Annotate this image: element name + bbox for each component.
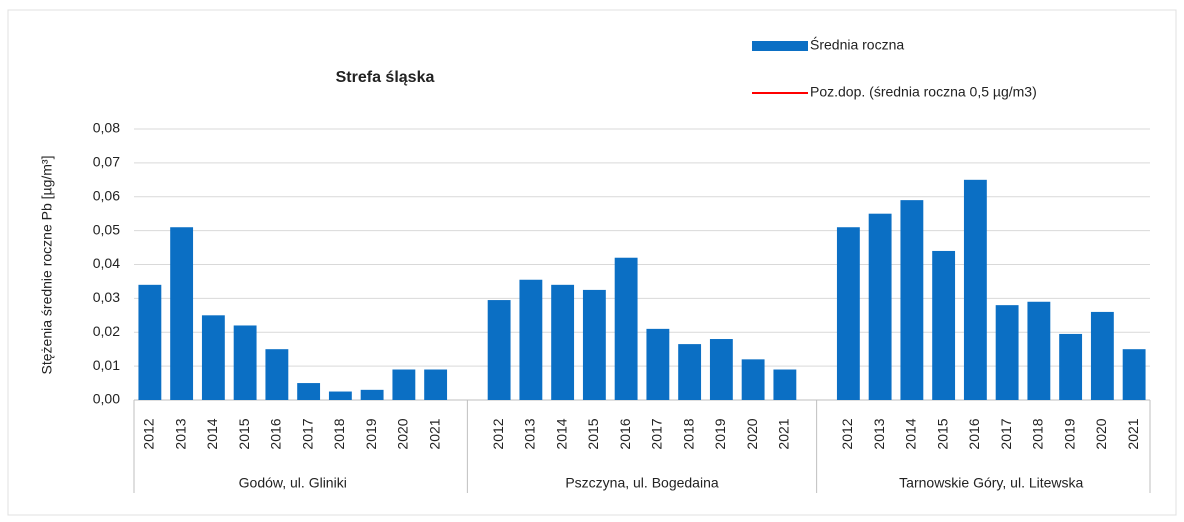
group-label: Tarnowskie Góry, ul. Litewska: [899, 475, 1083, 491]
x-tick-label: 2018: [1030, 418, 1046, 449]
y-tick-label: 0,01: [93, 357, 120, 373]
chart-title: Strefa śląska: [336, 69, 435, 86]
x-tick-label: 2017: [649, 418, 665, 449]
x-tick-label: 2018: [331, 418, 347, 449]
y-tick-label: 0,05: [93, 221, 120, 237]
legend-label: Poz.dop. (średnia roczna 0,5 µg/m3): [810, 84, 1037, 100]
bar: [265, 349, 289, 400]
bar: [519, 279, 543, 400]
bar: [963, 179, 987, 400]
x-tick-label: 2012: [839, 418, 855, 449]
x-tick-label: 2019: [363, 418, 379, 449]
y-axis-label: Stężenia średnie roczne Pb [µg/m³]: [39, 156, 55, 375]
group-label: Pszczyna, ul. Bogedaina: [565, 475, 719, 491]
bar: [709, 339, 733, 400]
y-tick-label: 0,00: [93, 391, 120, 407]
x-tick-label: 2015: [934, 418, 950, 449]
x-tick-label: 2016: [617, 418, 633, 449]
bar: [392, 369, 416, 400]
bar: [487, 300, 511, 400]
bar: [328, 391, 352, 400]
x-tick-label: 2018: [680, 418, 696, 449]
x-tick-label: 2021: [1125, 418, 1141, 449]
x-tick-label: 2017: [299, 418, 315, 449]
x-tick-label: 2012: [141, 418, 157, 449]
y-tick-label: 0,02: [93, 323, 120, 339]
bar: [1090, 311, 1114, 400]
x-tick-label: 2020: [1093, 418, 1109, 449]
bar: [741, 359, 765, 400]
bar: [360, 389, 384, 400]
x-tick-label: 2014: [903, 418, 919, 449]
bar: [614, 257, 638, 400]
x-tick-label: 2016: [966, 418, 982, 449]
bar: [995, 305, 1019, 400]
x-tick-label: 2019: [1061, 418, 1077, 449]
bar: [138, 284, 162, 400]
y-tick-label: 0,06: [93, 187, 120, 203]
x-tick-label: 2013: [522, 418, 538, 449]
bar: [424, 369, 448, 400]
bar: [900, 200, 924, 400]
bar: [170, 227, 194, 400]
legend-swatch: [752, 41, 808, 51]
x-tick-label: 2021: [776, 418, 792, 449]
y-tick-label: 0,04: [93, 255, 120, 271]
x-tick-label: 2020: [744, 418, 760, 449]
bar: [1122, 349, 1146, 400]
bar: [582, 289, 606, 400]
legend-label: Średnia roczna: [810, 36, 904, 53]
bar: [678, 344, 702, 400]
bar: [1027, 301, 1051, 400]
bar: [297, 383, 321, 400]
x-tick-label: 2020: [395, 418, 411, 449]
y-tick-label: 0,03: [93, 289, 120, 305]
x-tick-label: 2014: [204, 418, 220, 449]
x-tick-label: 2013: [172, 418, 188, 449]
bar: [1059, 333, 1083, 400]
x-tick-label: 2015: [236, 418, 252, 449]
y-tick-label: 0,08: [93, 120, 120, 136]
x-tick-label: 2021: [426, 418, 442, 449]
x-tick-label: 2012: [490, 418, 506, 449]
x-tick-label: 2019: [712, 418, 728, 449]
bar: [836, 227, 860, 400]
x-tick-label: 2014: [553, 418, 569, 449]
x-tick-label: 2013: [871, 418, 887, 449]
bar: [646, 328, 670, 400]
bar: [201, 315, 225, 400]
bar: [773, 369, 797, 400]
bar: [868, 213, 892, 400]
bar: [932, 250, 956, 400]
x-tick-label: 2015: [585, 418, 601, 449]
y-tick-label: 0,07: [93, 154, 120, 170]
bar: [233, 325, 257, 400]
bar: [551, 284, 575, 400]
x-tick-label: 2016: [268, 418, 284, 449]
x-tick-label: 2017: [998, 418, 1014, 449]
group-label: Godów, ul. Gliniki: [239, 475, 347, 491]
